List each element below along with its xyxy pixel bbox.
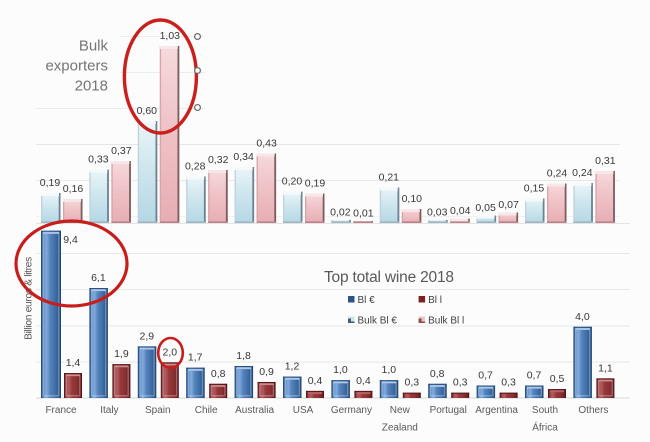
svg-text:0,05: 0,05	[475, 202, 496, 214]
svg-text:1,03: 1,03	[160, 30, 181, 42]
svg-text:2018: 2018	[75, 78, 108, 95]
svg-text:1,0: 1,0	[381, 364, 396, 376]
svg-text:0,5: 0,5	[550, 373, 565, 385]
svg-text:France: France	[45, 405, 77, 416]
svg-text:0,15: 0,15	[524, 183, 545, 195]
svg-text:1,9: 1,9	[114, 348, 129, 360]
svg-text:0,9: 0,9	[259, 366, 274, 378]
svg-text:1,2: 1,2	[285, 361, 300, 373]
svg-text:0,60: 0,60	[137, 105, 158, 117]
svg-text:exporters: exporters	[45, 58, 108, 75]
svg-text:Australia: Australia	[235, 405, 274, 416]
svg-text:0,28: 0,28	[185, 161, 206, 173]
svg-text:Chile: Chile	[195, 405, 218, 416]
svg-text:Spain: Spain	[145, 405, 171, 416]
svg-text:USA: USA	[293, 405, 314, 416]
svg-text:Others: Others	[578, 405, 608, 416]
svg-text:0,4: 0,4	[308, 375, 323, 387]
svg-text:0,01: 0,01	[353, 208, 374, 220]
svg-text:New: New	[390, 405, 411, 416]
svg-text:0,3: 0,3	[501, 377, 516, 389]
svg-text:0,43: 0,43	[256, 138, 277, 150]
svg-text:South: South	[532, 405, 558, 416]
svg-text:0,33: 0,33	[88, 154, 109, 166]
svg-text:2,9: 2,9	[139, 330, 154, 342]
svg-text:9,4: 9,4	[63, 234, 78, 246]
svg-text:0,10: 0,10	[402, 193, 423, 205]
svg-text:0,19: 0,19	[305, 178, 326, 190]
svg-text:1,0: 1,0	[333, 364, 348, 376]
svg-text:6,1: 6,1	[91, 272, 106, 284]
svg-text:Portugal: Portugal	[430, 405, 467, 416]
svg-text:Zealand: Zealand	[382, 423, 418, 434]
svg-text:0,03: 0,03	[427, 207, 448, 219]
svg-text:Bulk Bl €: Bulk Bl €	[358, 316, 398, 327]
svg-text:Bl €: Bl €	[358, 295, 376, 306]
svg-text:0,7: 0,7	[478, 370, 493, 382]
svg-text:0,19: 0,19	[40, 177, 61, 189]
svg-text:1,7: 1,7	[188, 352, 203, 364]
svg-text:4,0: 4,0	[575, 311, 590, 323]
svg-text:1,4: 1,4	[66, 357, 81, 369]
svg-text:Argentina: Argentina	[475, 405, 518, 416]
svg-text:1,1: 1,1	[598, 362, 613, 374]
svg-text:0,34: 0,34	[233, 151, 254, 163]
svg-text:Bl l: Bl l	[428, 295, 442, 306]
svg-text:0,8: 0,8	[430, 368, 445, 380]
svg-text:0,7: 0,7	[527, 370, 542, 382]
svg-text:Italy: Italy	[100, 405, 118, 416]
svg-text:0,20: 0,20	[282, 176, 303, 188]
svg-text:0,8: 0,8	[211, 368, 226, 380]
svg-text:África: África	[532, 421, 558, 434]
svg-text:Germany: Germany	[331, 405, 372, 416]
svg-text:0,02: 0,02	[330, 207, 351, 219]
svg-text:0,24: 0,24	[572, 167, 593, 179]
svg-text:Bulk: Bulk	[79, 38, 109, 55]
svg-text:0,3: 0,3	[453, 377, 468, 389]
svg-text:0,4: 0,4	[356, 375, 371, 387]
svg-text:0,24: 0,24	[547, 168, 568, 180]
svg-text:0,07: 0,07	[498, 199, 519, 211]
svg-text:Bulk Bl l: Bulk Bl l	[428, 316, 464, 327]
svg-text:Billion euros & litres: Billion euros & litres	[24, 257, 35, 340]
svg-text:Top total wine 2018: Top total wine 2018	[324, 269, 454, 286]
svg-text:0,16: 0,16	[63, 183, 84, 195]
svg-text:0,3: 0,3	[404, 377, 419, 389]
svg-text:0,21: 0,21	[379, 172, 400, 184]
svg-text:1,8: 1,8	[236, 350, 251, 362]
svg-text:0,37: 0,37	[111, 145, 132, 157]
svg-text:0,32: 0,32	[208, 154, 229, 166]
svg-text:0,04: 0,04	[450, 205, 471, 217]
svg-text:2,0: 2,0	[162, 346, 177, 358]
svg-text:0,31: 0,31	[595, 155, 616, 167]
